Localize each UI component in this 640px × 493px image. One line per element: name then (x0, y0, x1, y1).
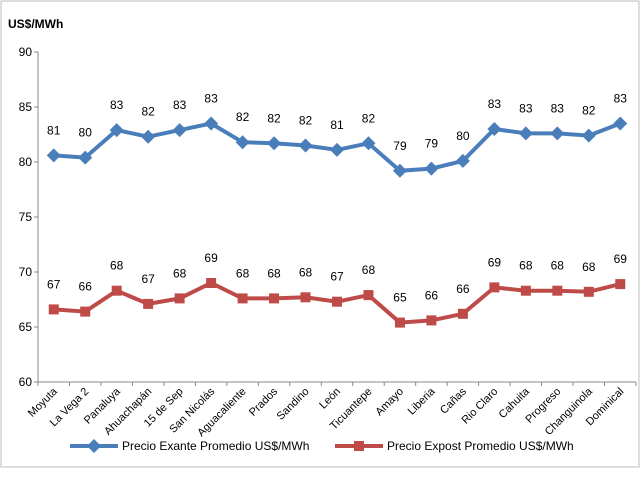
data-label: 82 (362, 111, 376, 125)
marker (615, 279, 626, 290)
marker (172, 123, 187, 138)
data-label: 82 (582, 104, 596, 118)
data-label: 67 (47, 277, 61, 291)
data-label: 80 (79, 126, 93, 140)
data-label: 82 (299, 114, 313, 128)
marker (269, 293, 280, 304)
marker (455, 153, 470, 168)
y-axis-label: US$/MWh (8, 17, 63, 31)
data-label: 68 (519, 259, 533, 273)
data-label: 68 (110, 259, 124, 273)
data-label: 82 (236, 110, 250, 124)
y-tick-label: 90 (19, 45, 33, 59)
marker (300, 292, 311, 303)
marker (206, 278, 217, 288)
data-label: 67 (141, 272, 155, 286)
marker (48, 304, 59, 315)
marker (109, 123, 124, 138)
data-label: 83 (110, 98, 124, 112)
marker (520, 285, 531, 296)
legend-marker (87, 439, 101, 453)
marker (111, 285, 122, 296)
data-label: 83 (551, 101, 565, 115)
data-label: 68 (173, 266, 187, 280)
marker (457, 308, 468, 319)
marker (489, 282, 500, 293)
y-tick-label: 80 (19, 155, 33, 169)
data-label: 82 (267, 111, 281, 125)
data-label: 66 (456, 282, 470, 296)
marker (426, 315, 437, 326)
marker (330, 142, 344, 157)
marker (141, 129, 156, 144)
marker (298, 138, 313, 153)
data-label: 68 (582, 260, 596, 274)
y-tick-label: 75 (19, 210, 33, 224)
y-tick-label: 60 (19, 375, 33, 389)
data-label: 83 (488, 97, 502, 111)
data-label: 79 (393, 139, 407, 153)
marker (235, 135, 250, 150)
y-tick-label: 85 (19, 100, 33, 114)
legend-label: Precio Exante Promedio US$/MWh (122, 439, 309, 453)
data-label: 83 (519, 101, 533, 115)
data-label: 79 (425, 137, 439, 151)
marker (332, 296, 342, 307)
data-label: 83 (173, 98, 187, 112)
marker (424, 161, 439, 176)
data-label: 68 (551, 259, 565, 273)
data-label: 68 (236, 266, 250, 280)
data-label: 83 (204, 92, 218, 106)
data-label: 66 (79, 280, 93, 294)
legend-marker (354, 441, 364, 451)
marker (394, 317, 405, 328)
marker (204, 116, 219, 131)
marker (583, 286, 594, 297)
data-label: 69 (488, 255, 502, 269)
marker (174, 293, 185, 304)
marker (550, 126, 565, 141)
data-label: 68 (267, 266, 281, 280)
data-label: 68 (299, 265, 313, 279)
marker (581, 128, 596, 143)
y-tick-label: 70 (19, 265, 33, 279)
marker (267, 136, 282, 151)
data-label: 82 (141, 105, 155, 119)
marker (80, 306, 91, 317)
chart-frame (0, 0, 640, 468)
marker (46, 148, 61, 163)
data-label: 83 (614, 92, 628, 106)
data-label: 81 (47, 123, 61, 137)
marker (518, 126, 533, 141)
marker (552, 285, 563, 296)
marker (363, 290, 374, 301)
y-tick-label: 65 (19, 320, 33, 334)
data-label: 66 (425, 288, 439, 302)
data-label: 69 (614, 252, 628, 266)
marker (78, 150, 93, 165)
marker (237, 293, 248, 304)
marker (392, 163, 407, 178)
marker (143, 298, 154, 309)
marker (361, 136, 376, 151)
data-label: 80 (456, 129, 470, 143)
marker (487, 122, 502, 136)
data-label: 67 (330, 270, 344, 284)
data-label: 81 (330, 118, 344, 132)
data-label: 68 (362, 263, 376, 277)
data-label: 69 (204, 251, 218, 265)
data-label: 65 (393, 291, 407, 305)
legend-label: Precio Expost Promedio US$/MWh (387, 439, 574, 453)
marker (613, 116, 628, 131)
